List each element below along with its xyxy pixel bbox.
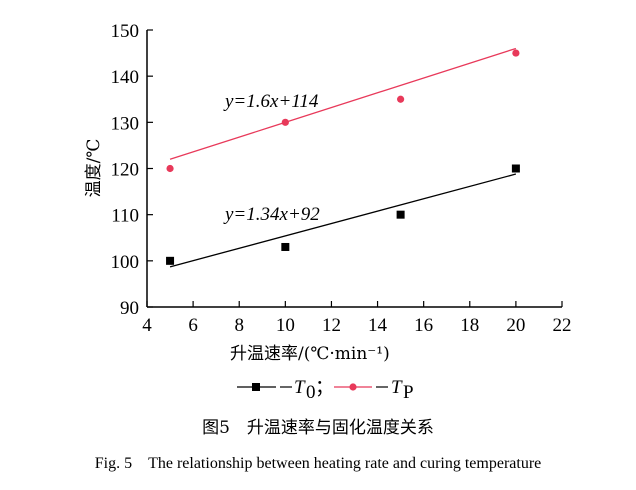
x-tick-label: 4 <box>142 315 152 336</box>
x-tick-label: 10 <box>276 315 295 336</box>
data-point-t0 <box>166 256 175 265</box>
data-point-t0 <box>396 210 405 219</box>
data-point-t0 <box>281 242 290 251</box>
x-tick-label: 8 <box>234 315 244 336</box>
legend-label-t0: T <box>294 377 306 398</box>
x-tick-label: 14 <box>368 315 388 336</box>
x-tick-label: 20 <box>506 315 525 336</box>
data-points <box>166 49 520 265</box>
legend-sub-t0: 0 <box>306 382 316 403</box>
equation-label-t0: y=1.34x+92 <box>223 204 320 225</box>
y-tick-label: 150 <box>111 21 140 42</box>
y-tick-label: 130 <box>111 113 140 134</box>
y-tick-label: 110 <box>111 206 139 227</box>
legend: T 0 ； T P <box>237 377 414 403</box>
data-point-tp <box>166 164 174 173</box>
legend-sub-tp: P <box>403 382 414 403</box>
x-tick-label: 22 <box>553 315 572 336</box>
data-point-t0 <box>511 164 520 173</box>
plot-area <box>146 30 562 308</box>
legend-label-tp: T <box>391 377 403 398</box>
x-tick-label: 16 <box>414 315 433 336</box>
data-point-tp <box>512 49 520 57</box>
y-ticks: 90 100 110 120 130 140 150 <box>111 21 153 319</box>
equation-label-tp: y=1.6x+114 <box>223 91 319 112</box>
y-tick-label: 120 <box>111 160 140 181</box>
x-tick-label: 18 <box>460 315 479 336</box>
fit-lines <box>169 47 517 268</box>
fit-line-t0 <box>169 173 517 268</box>
x-axis-title: 升温速率/(℃·min⁻¹) <box>230 344 390 364</box>
y-tick-label: 100 <box>111 252 140 273</box>
data-point-tp <box>281 118 289 126</box>
x-tick-label: 6 <box>188 315 198 336</box>
legend-separator: ； <box>315 377 334 398</box>
y-tick-label: 90 <box>120 298 139 319</box>
caption-english: Fig. 5 The relationship between heating … <box>95 455 542 472</box>
caption-chinese: 图5 升温速率与固化温度关系 <box>202 418 434 438</box>
fit-line-tp <box>169 47 517 160</box>
x-tick-label: 12 <box>322 315 341 336</box>
data-point-tp <box>397 95 405 103</box>
y-axis-title: 温度/℃ <box>84 139 104 198</box>
x-ticks: 4 6 8 10 12 14 16 18 20 22 <box>142 301 572 336</box>
legend-marker-tp <box>349 383 357 391</box>
legend-marker-t0 <box>252 383 260 391</box>
y-tick-label: 140 <box>111 67 140 88</box>
